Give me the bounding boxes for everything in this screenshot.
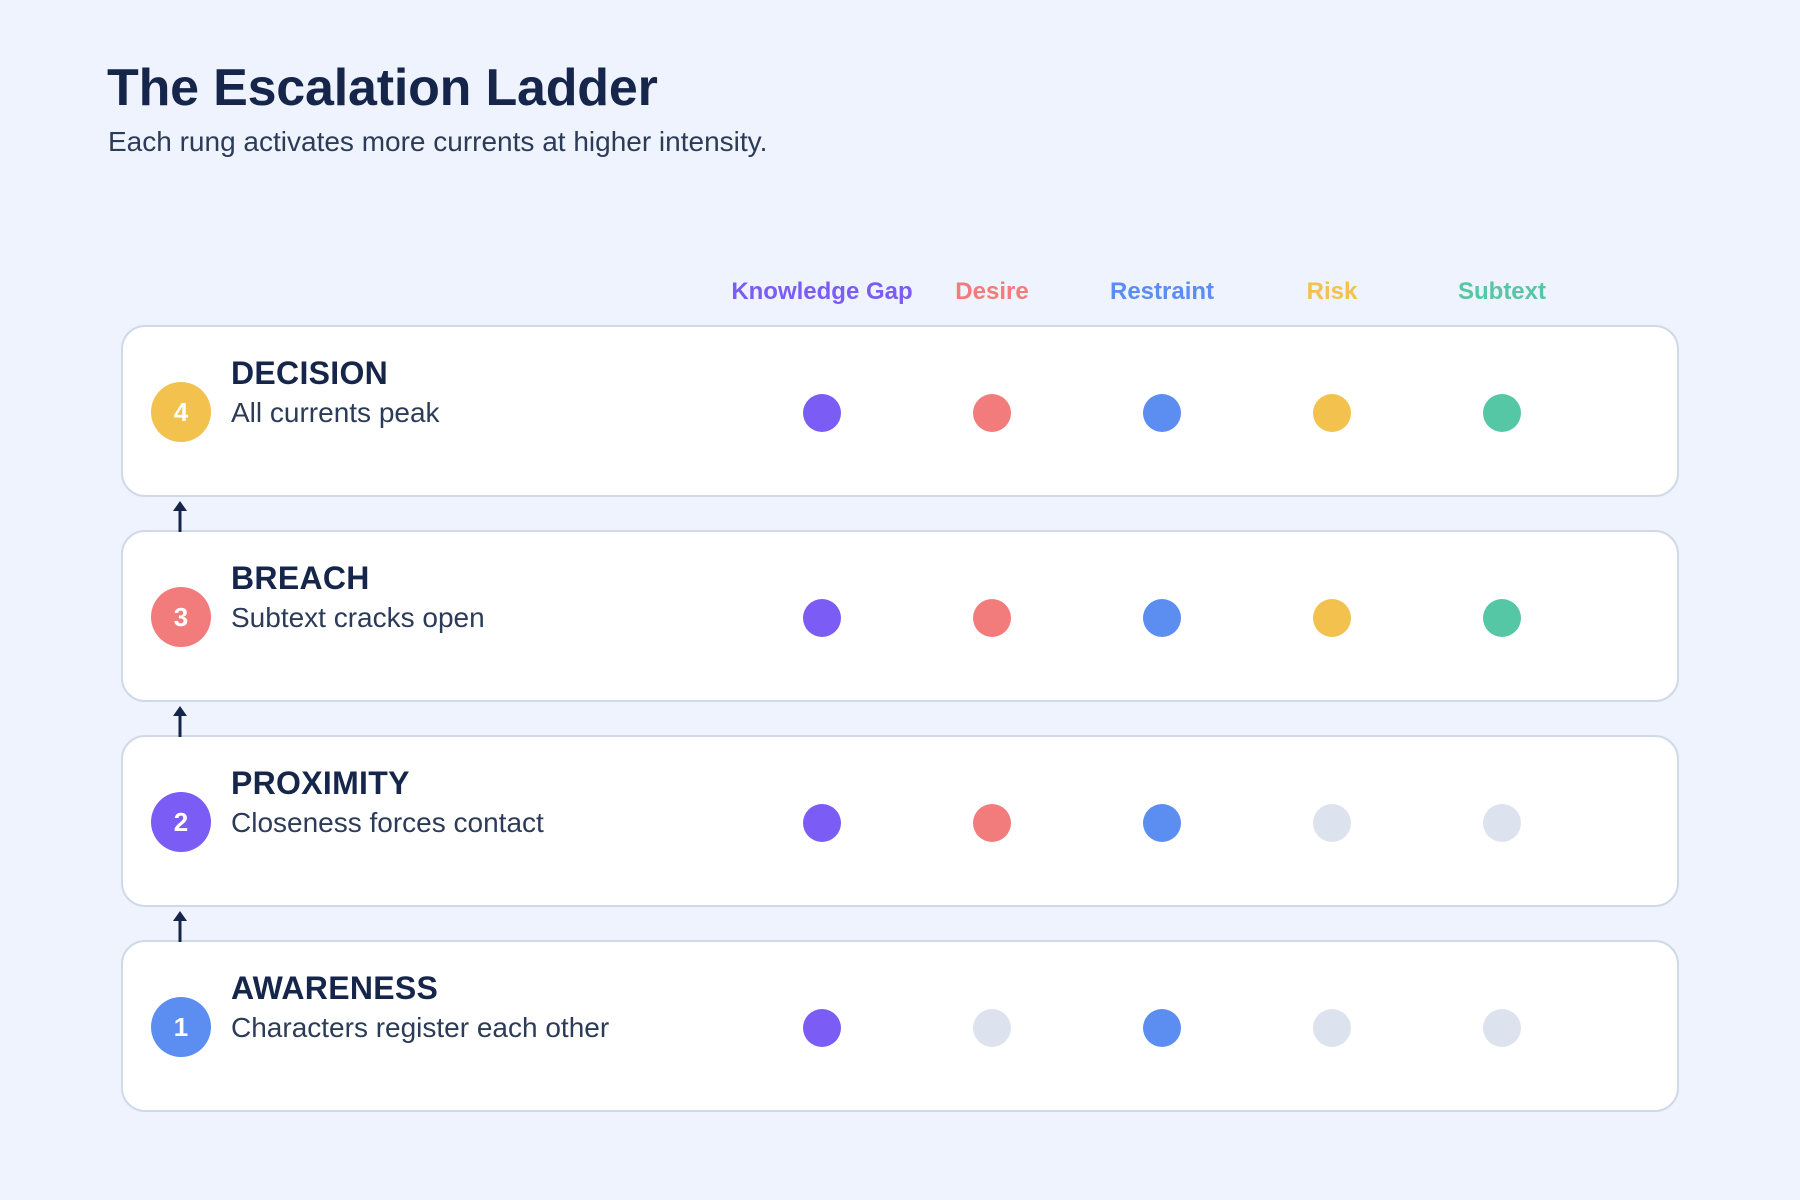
column-header-restraint: Restraint (1109, 278, 1215, 305)
page-title: The Escalation Ladder (107, 59, 658, 117)
current-dot-risk-active (1313, 394, 1351, 432)
rung-name: DECISION (231, 355, 389, 391)
current-dot-subtext-inactive (1483, 804, 1521, 842)
rung-awareness: 1 AWARENESS Characters register each other (121, 940, 1679, 1112)
current-dot-knowledge-gap-active (803, 394, 841, 432)
current-dot-risk-inactive (1313, 804, 1351, 842)
current-dot-risk-active (1313, 599, 1351, 637)
rung-name: AWARENESS (231, 970, 439, 1006)
rung-name: BREACH (231, 560, 370, 596)
column-header-subtext: Subtext (1457, 278, 1546, 305)
rung-number-badge: 1 (151, 997, 211, 1057)
rung-number-badge: 2 (151, 792, 211, 852)
rung-proximity: 2 PROXIMITY Closeness forces contact (121, 735, 1679, 907)
current-dot-subtext-inactive (1483, 1009, 1521, 1047)
current-dot-desire-active (973, 394, 1011, 432)
rung-number-badge: 3 (151, 587, 211, 647)
rung-breach: 3 BREACH Subtext cracks open (121, 530, 1679, 702)
current-dot-subtext-active (1483, 394, 1521, 432)
column-header-knowledge-gap: Knowledge Gap (731, 278, 913, 305)
up-arrow-icon (173, 706, 187, 737)
current-dot-knowledge-gap-active (803, 599, 841, 637)
current-dot-desire-active (973, 804, 1011, 842)
rung-description: Subtext cracks open (231, 602, 485, 633)
rung-description: Characters register each other (231, 1012, 610, 1043)
current-dot-knowledge-gap-active (803, 804, 841, 842)
rung-description: All currents peak (231, 397, 440, 428)
current-dot-restraint-active (1143, 599, 1181, 637)
up-arrow-icon (173, 911, 187, 942)
current-dot-knowledge-gap-active (803, 1009, 841, 1047)
current-dot-subtext-active (1483, 599, 1521, 637)
page-subtitle: Each rung activates more currents at hig… (108, 126, 768, 157)
rung-description: Closeness forces contact (231, 807, 544, 838)
current-dot-desire-active (973, 599, 1011, 637)
column-header-risk: Risk (1306, 278, 1358, 305)
rung-number-badge: 4 (151, 382, 211, 442)
up-arrow-icon (173, 501, 187, 532)
current-dot-restraint-active (1143, 804, 1181, 842)
column-header-desire: Desire (955, 278, 1029, 305)
current-dot-desire-inactive (973, 1009, 1011, 1047)
rung-name: PROXIMITY (231, 765, 410, 801)
rung-decision: 4 DECISION All currents peak (121, 325, 1679, 497)
current-dot-risk-inactive (1313, 1009, 1351, 1047)
current-dot-restraint-active (1143, 1009, 1181, 1047)
current-dot-restraint-active (1143, 394, 1181, 432)
